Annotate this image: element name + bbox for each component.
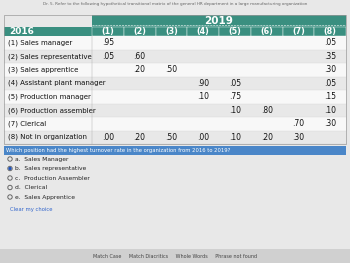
Text: (1) Sales manager: (1) Sales manager — [8, 39, 72, 46]
Text: .10: .10 — [197, 92, 209, 101]
Polygon shape — [4, 117, 346, 130]
Polygon shape — [4, 130, 346, 144]
Text: .50: .50 — [165, 65, 177, 74]
Text: .05: .05 — [324, 38, 336, 47]
Text: .60: .60 — [134, 52, 146, 61]
Polygon shape — [4, 27, 92, 36]
Polygon shape — [0, 249, 350, 263]
Text: e.  Sales Apprentice: e. Sales Apprentice — [15, 195, 75, 200]
Polygon shape — [187, 27, 219, 36]
Text: .10: .10 — [229, 106, 241, 115]
Text: .30: .30 — [292, 133, 304, 142]
Text: .10: .10 — [229, 133, 241, 142]
Polygon shape — [282, 27, 314, 36]
Text: (1): (1) — [102, 27, 114, 36]
Text: .05: .05 — [102, 52, 114, 61]
Text: .90: .90 — [197, 79, 209, 88]
Text: a.  Sales Manager: a. Sales Manager — [15, 156, 69, 161]
Text: d.  Clerical: d. Clerical — [15, 185, 47, 190]
Polygon shape — [4, 49, 346, 63]
Polygon shape — [155, 27, 187, 36]
Polygon shape — [4, 63, 346, 77]
Text: (2): (2) — [133, 27, 146, 36]
Text: .35: .35 — [324, 52, 336, 61]
Text: Match Case     Match Diacritics     Whole Words     Phrase not found: Match Case Match Diacritics Whole Words … — [93, 254, 257, 259]
Text: .05: .05 — [324, 79, 336, 88]
Text: (6) Production assembler: (6) Production assembler — [8, 107, 96, 114]
Polygon shape — [219, 27, 251, 36]
Text: 2019: 2019 — [204, 16, 233, 26]
Polygon shape — [92, 15, 346, 27]
Text: .20: .20 — [134, 65, 146, 74]
Polygon shape — [314, 27, 346, 36]
Text: (8) Not in organization: (8) Not in organization — [8, 134, 87, 140]
Polygon shape — [92, 27, 124, 36]
Text: (3): (3) — [165, 27, 178, 36]
Text: .70: .70 — [292, 119, 304, 128]
Text: c.  Production Assembler: c. Production Assembler — [15, 175, 90, 180]
Text: .20: .20 — [134, 133, 146, 142]
Text: .00: .00 — [197, 133, 209, 142]
Polygon shape — [4, 104, 346, 117]
Text: (3) Sales apprentice: (3) Sales apprentice — [8, 67, 78, 73]
Text: .80: .80 — [261, 106, 273, 115]
Text: 2016: 2016 — [9, 27, 34, 36]
Polygon shape — [4, 146, 346, 155]
Polygon shape — [4, 36, 346, 49]
Text: .00: .00 — [102, 133, 114, 142]
Text: Which position had the highest turnover rate in the organization from 2016 to 20: Which position had the highest turnover … — [6, 148, 230, 153]
Text: .30: .30 — [324, 119, 336, 128]
Text: (6): (6) — [260, 27, 273, 36]
Text: .75: .75 — [229, 92, 241, 101]
Text: .20: .20 — [261, 133, 273, 142]
Polygon shape — [124, 27, 155, 36]
Text: .50: .50 — [165, 133, 177, 142]
Text: Clear my choice: Clear my choice — [10, 208, 52, 213]
Text: Dr. 5. Refer to the following hypothetical transitional matrix of the general HR: Dr. 5. Refer to the following hypothetic… — [43, 2, 307, 6]
Text: (5): (5) — [229, 27, 241, 36]
Polygon shape — [4, 90, 346, 104]
Text: .10: .10 — [324, 106, 336, 115]
Polygon shape — [251, 27, 282, 36]
Text: .30: .30 — [324, 65, 336, 74]
Text: (2) Sales representative: (2) Sales representative — [8, 53, 92, 59]
Polygon shape — [4, 77, 346, 90]
Text: b.  Sales representative: b. Sales representative — [15, 166, 86, 171]
Text: (7) Clerical: (7) Clerical — [8, 120, 46, 127]
Text: .05: .05 — [229, 79, 241, 88]
Text: .95: .95 — [102, 38, 114, 47]
Text: (4) Assistant plant manager: (4) Assistant plant manager — [8, 80, 106, 87]
Text: (8): (8) — [324, 27, 337, 36]
Circle shape — [8, 167, 12, 170]
Text: (4): (4) — [197, 27, 210, 36]
Text: (7): (7) — [292, 27, 305, 36]
Text: .15: .15 — [324, 92, 336, 101]
Text: (5) Production manager: (5) Production manager — [8, 94, 91, 100]
